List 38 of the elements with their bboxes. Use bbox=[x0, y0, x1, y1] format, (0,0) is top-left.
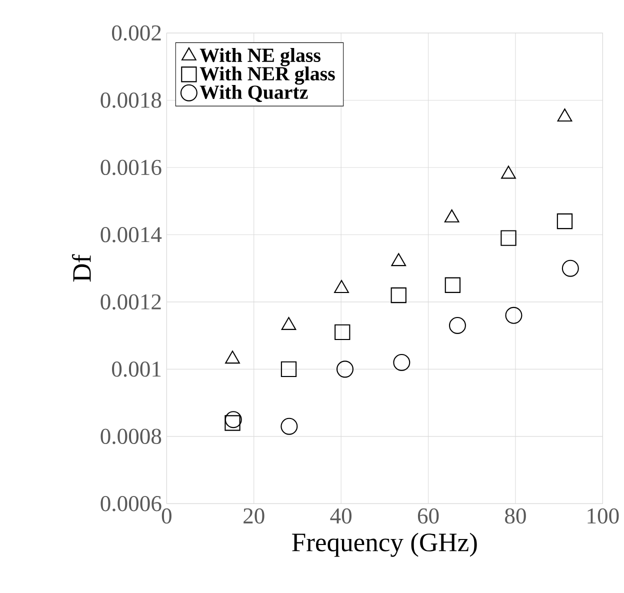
point bbox=[556, 213, 573, 230]
x-tick-label: 100 bbox=[588, 508, 619, 524]
legend-label: With NER glass bbox=[200, 66, 335, 85]
point bbox=[393, 354, 410, 371]
point bbox=[280, 361, 297, 378]
point bbox=[336, 360, 354, 378]
point bbox=[390, 287, 406, 304]
y-tick-label: 0.0012 bbox=[100, 294, 161, 310]
y-tick-label: 0.002 bbox=[112, 25, 161, 41]
point bbox=[334, 280, 349, 294]
y-tick-label: 0.0018 bbox=[100, 92, 162, 108]
y-axis-title: Df bbox=[72, 254, 91, 282]
point bbox=[280, 418, 298, 435]
point bbox=[562, 260, 579, 277]
point bbox=[224, 415, 240, 431]
x-tick-label: 0 bbox=[162, 508, 172, 524]
x-tick-label: 40 bbox=[330, 508, 352, 524]
point bbox=[500, 230, 516, 246]
y-tick-label: 0.0016 bbox=[100, 160, 162, 176]
point bbox=[444, 277, 461, 293]
x-tick-label: 80 bbox=[505, 508, 526, 524]
y-tick-label: 0.0014 bbox=[100, 227, 162, 242]
y-tick-label: 0.001 bbox=[112, 362, 161, 377]
point bbox=[557, 108, 572, 122]
legend-label: With NE glass bbox=[200, 48, 320, 66]
y-tick-label: 0.0008 bbox=[100, 428, 162, 444]
x-tick-label: 60 bbox=[418, 508, 439, 524]
point bbox=[334, 324, 350, 340]
point bbox=[444, 209, 460, 222]
point bbox=[448, 316, 466, 334]
point bbox=[501, 166, 516, 179]
y-tick-label: 0.0006 bbox=[100, 496, 162, 512]
point bbox=[224, 411, 242, 428]
point bbox=[505, 306, 522, 324]
legend-label: With Quartz bbox=[200, 84, 308, 102]
x-axis-title: Frequency (GHz) bbox=[292, 532, 477, 557]
point bbox=[391, 253, 406, 266]
x-tick-label: 20 bbox=[244, 508, 264, 524]
